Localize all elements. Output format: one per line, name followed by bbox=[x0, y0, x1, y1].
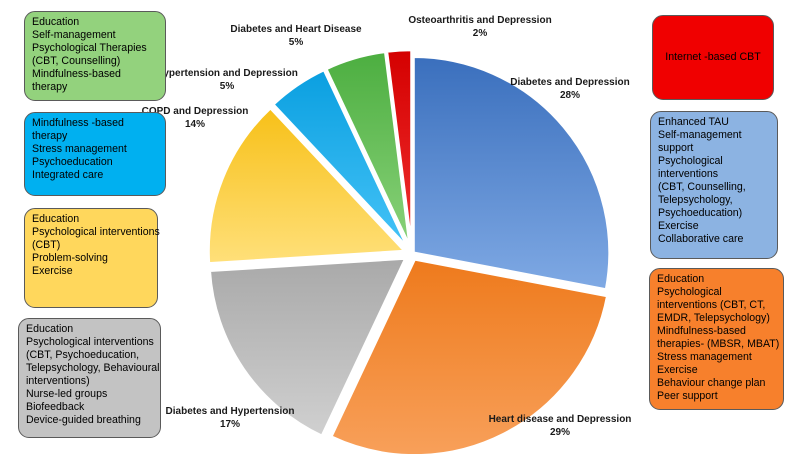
box-line: Stress management bbox=[32, 143, 127, 155]
box-line: Psychological interventions bbox=[32, 226, 160, 238]
slice-percent-label: 5% bbox=[289, 37, 304, 48]
slice-percent-label: 5% bbox=[220, 81, 235, 92]
interventions-box-green: Education Self-management Psychological Th… bbox=[24, 11, 166, 101]
box-line: interventions bbox=[658, 168, 719, 180]
slice-percent-label: 28% bbox=[560, 90, 580, 101]
box-line: support bbox=[658, 142, 694, 154]
box-line: Collaborative care bbox=[658, 233, 744, 245]
box-line: Education bbox=[26, 323, 74, 335]
box-line: Psychological bbox=[657, 286, 722, 298]
slice-percent-label: 14% bbox=[185, 119, 205, 130]
interventions-box-blue: Enhanced TAU Self-management support Psycho… bbox=[650, 111, 778, 259]
slice-label: Diabetes and Hypertension bbox=[166, 406, 295, 417]
slice-label: Hypertension and Depression bbox=[156, 68, 298, 79]
box-line: Education bbox=[657, 273, 705, 285]
box-line: Mindfulness-based bbox=[657, 325, 746, 337]
slice-percent-label: 17% bbox=[220, 419, 240, 430]
box-line: Psychoeducation) bbox=[658, 207, 743, 219]
box-line: therapy bbox=[32, 81, 68, 93]
box-line: Biofeedback bbox=[26, 401, 85, 413]
box-line: Exercise bbox=[658, 220, 699, 232]
pie-slice bbox=[271, 68, 409, 249]
box-line: Mindfulness -based bbox=[32, 117, 124, 129]
box-line: Problem-solving bbox=[32, 252, 108, 264]
interventions-box-orange: Education Psychological interventions (CBT… bbox=[649, 268, 784, 410]
interventions-box-gray: Education Psychological interventions (CBT… bbox=[18, 318, 161, 438]
box-line: Exercise bbox=[657, 364, 698, 376]
interventions-box-yellow: Education Psychological interventions (CBT… bbox=[24, 208, 160, 308]
slice-label: Diabetes and Heart Disease bbox=[230, 24, 362, 35]
box-line: EMDR, Telepsychology) bbox=[657, 312, 770, 324]
box-line: Self-management bbox=[658, 129, 742, 141]
box-line: Nurse-led groups bbox=[26, 388, 108, 400]
pie-slice bbox=[329, 257, 609, 454]
pie-slice bbox=[208, 257, 408, 438]
slice-label: Heart disease and Depression bbox=[489, 414, 632, 425]
interventions-box-cyan: Mindfulness -based therapy Stress manageme… bbox=[24, 112, 166, 196]
box-line: Psychological interventions bbox=[26, 336, 154, 348]
pie-slice bbox=[385, 48, 413, 247]
box-line: Education bbox=[32, 213, 80, 225]
box-line: Telepsychology, bbox=[658, 194, 733, 206]
box-line: Enhanced TAU bbox=[658, 116, 729, 128]
box-line: Telepsychology, Behavioural bbox=[26, 362, 160, 374]
box-line: Exercise bbox=[32, 265, 73, 277]
box-line: Psychological Therapies bbox=[32, 42, 147, 54]
box-line: Mindfulness-based bbox=[32, 68, 121, 80]
box-line: interventions (CBT, CT, bbox=[657, 299, 766, 311]
box-line: (CBT) bbox=[32, 239, 61, 251]
pie-slice bbox=[324, 50, 412, 247]
box-line: Device-guided breathing bbox=[26, 414, 141, 426]
box-line: Internet -based CBT bbox=[665, 51, 761, 63]
box-line: Psychoeducation bbox=[32, 156, 113, 168]
box-line: therapy bbox=[32, 130, 68, 142]
pie-slice bbox=[412, 55, 611, 291]
box-line: Behaviour change plan bbox=[657, 377, 766, 389]
box-line: Peer support bbox=[657, 390, 718, 402]
box-line: Stress management bbox=[657, 351, 752, 363]
slice-percent-label: 2% bbox=[473, 28, 488, 39]
box-line: therapies- (MBSR, MBAT) bbox=[657, 338, 780, 350]
slice-percent-label: 29% bbox=[550, 427, 570, 438]
box-line: Education bbox=[32, 16, 80, 28]
box-line: (CBT, Counselling, bbox=[658, 181, 746, 193]
box-line: interventions) bbox=[26, 375, 90, 387]
interventions-box-red: Internet -based CBT bbox=[652, 15, 774, 100]
box-line: Psychological bbox=[658, 155, 723, 167]
box-line: (CBT, Psychoeducation, bbox=[26, 349, 140, 361]
slice-label: COPD and Depression bbox=[142, 106, 249, 117]
slice-label: Osteoarthritis and Depression bbox=[408, 15, 551, 26]
pie-slice bbox=[207, 106, 408, 265]
box-line: Self-management bbox=[32, 29, 116, 41]
slice-label: Diabetes and Depression bbox=[510, 77, 629, 88]
box-line: Integrated care bbox=[32, 169, 104, 181]
box-line: (CBT, Counselling) bbox=[32, 55, 121, 67]
